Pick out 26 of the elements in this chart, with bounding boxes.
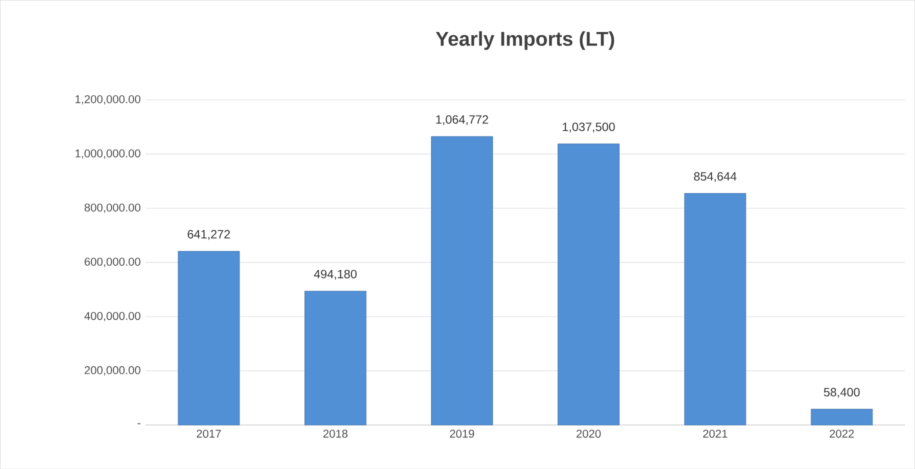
- y-tick-label: 1,200,000.00: [76, 95, 140, 104]
- x-tick-label: 2020: [576, 430, 601, 438]
- data-label: 854,644: [694, 172, 736, 182]
- x-tick-label: 2018: [323, 430, 348, 438]
- y-tick-label: 400,000.00: [84, 312, 140, 322]
- y-tick-label: 800,000.00: [84, 203, 140, 213]
- x-tick-label: 2019: [450, 430, 474, 438]
- bar: [431, 136, 493, 426]
- data-label: 641,272: [188, 230, 230, 240]
- x-tick-label: 2021: [703, 430, 728, 438]
- y-tick-label: 1,000,000.00: [76, 149, 140, 159]
- bar: [178, 250, 240, 426]
- data-label: 1,037,500: [562, 122, 615, 132]
- y-tick-label: -: [138, 423, 140, 424]
- bar: [810, 408, 873, 426]
- chart-title: Yearly Imports (LT): [436, 31, 614, 50]
- bar: [558, 144, 620, 426]
- x-tick-label: 2017: [196, 430, 221, 438]
- data-label: 1,064,772: [436, 115, 488, 125]
- bar: [684, 193, 746, 426]
- x-tick-label: 2022: [830, 430, 854, 438]
- y-tick-label: 200,000.00: [84, 366, 140, 376]
- y-tick-label: 600,000.00: [84, 258, 140, 267]
- data-label: 494,180: [314, 270, 357, 280]
- bar: [304, 290, 366, 426]
- data-label: 58,400: [824, 388, 860, 398]
